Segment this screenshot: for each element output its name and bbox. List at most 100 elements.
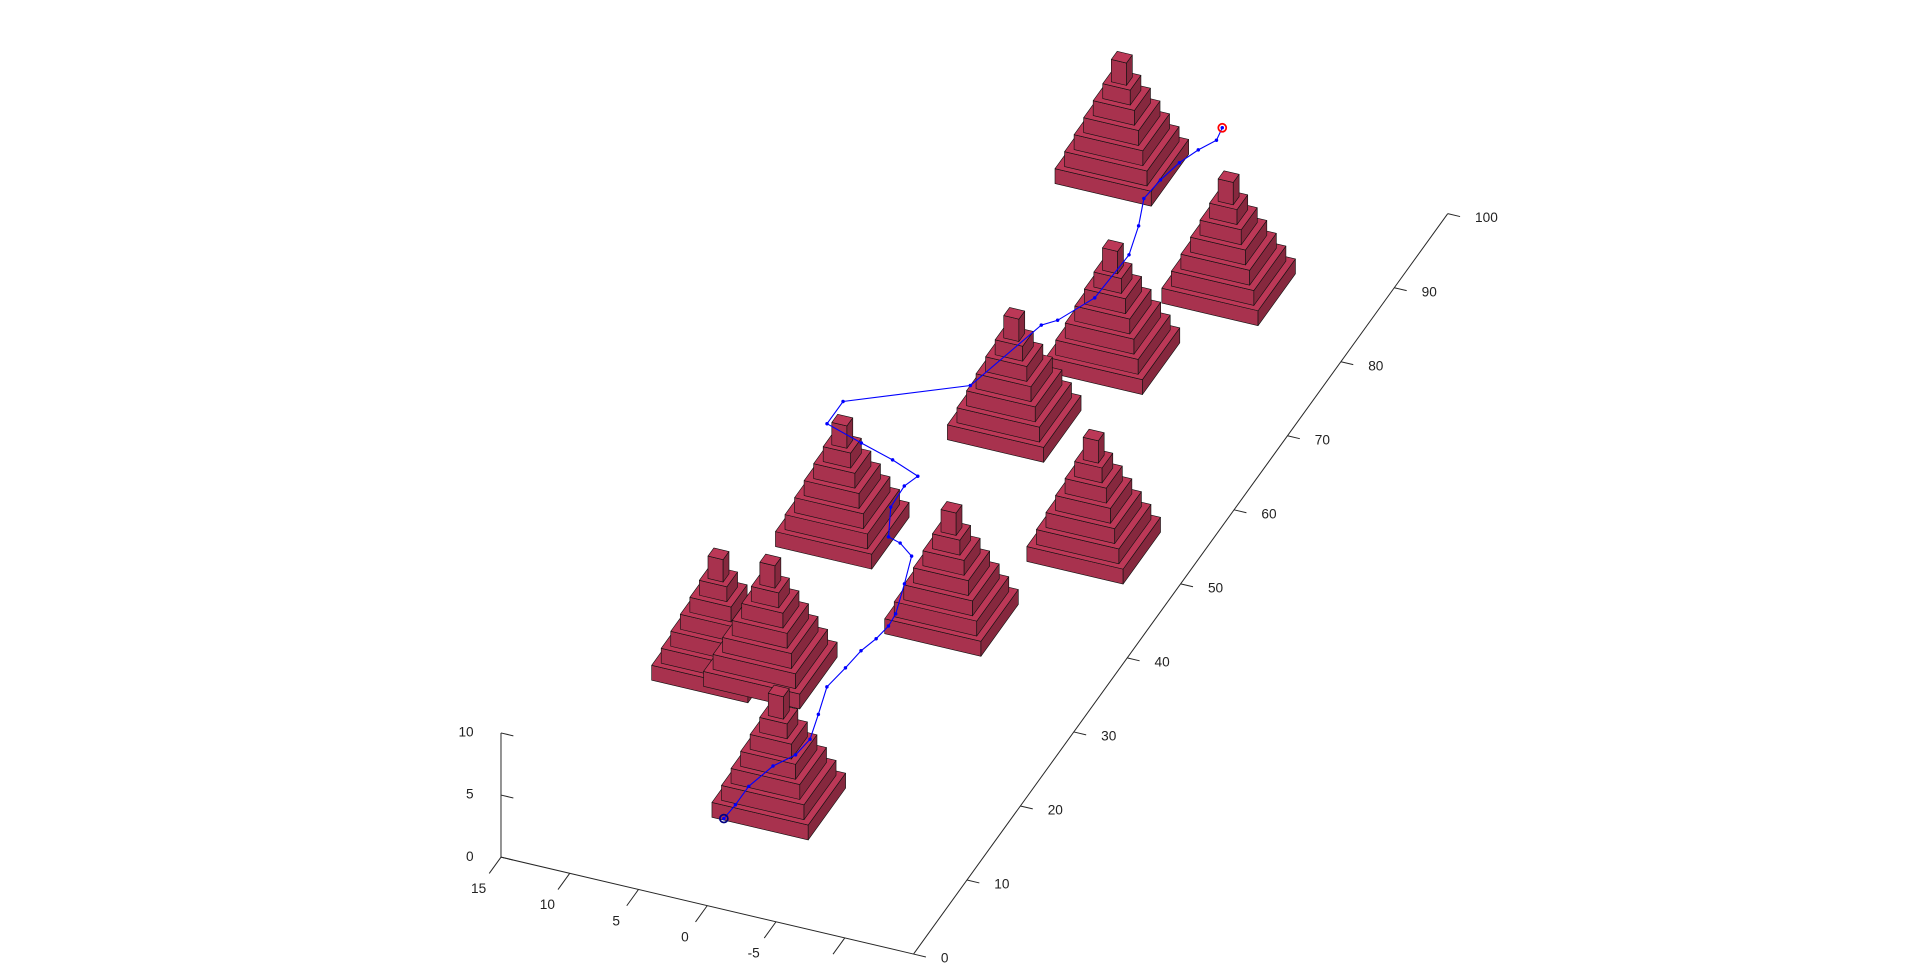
y-tick <box>1340 361 1354 366</box>
y-tick-label: 30 <box>1101 729 1117 744</box>
box-top-face <box>767 684 790 698</box>
box-top-face <box>1111 51 1133 64</box>
path-point <box>893 612 898 616</box>
z-tick-label: 0 <box>466 849 474 864</box>
path-point <box>1093 296 1097 300</box>
y-tick <box>966 879 980 884</box>
path-point <box>1158 178 1163 182</box>
y-tick-label: 90 <box>1422 284 1438 299</box>
path-point <box>1055 318 1060 323</box>
path-point <box>1214 138 1219 143</box>
box-front-face <box>1102 247 1118 275</box>
box-top-face <box>759 553 782 567</box>
path-point <box>898 541 902 545</box>
x-tick-label: 0 <box>681 930 689 945</box>
box-front-face <box>707 555 724 583</box>
path-group <box>719 122 1228 824</box>
y-tick <box>1180 583 1194 588</box>
y-tick <box>1233 509 1247 514</box>
axes: -10 -5 0 5 10 15 0 10 20 30 40 50 60 70 80 90 100 0 5 10 <box>458 210 1498 964</box>
path-point <box>771 764 775 768</box>
box-front-face <box>831 422 848 449</box>
path-point <box>1142 196 1146 201</box>
path-point <box>733 803 738 807</box>
y-tick-label: 80 <box>1368 358 1384 373</box>
z-tick <box>500 794 514 799</box>
path-line <box>723 127 1223 819</box>
path-point <box>1220 126 1225 130</box>
box-front-face <box>1217 178 1234 206</box>
path-point <box>968 383 973 388</box>
path-point <box>859 649 863 653</box>
box-top-face <box>1082 428 1105 442</box>
box-front-face <box>1111 59 1127 86</box>
y-tick-label: 20 <box>1048 803 1064 818</box>
x-tick-label: -5 <box>748 946 761 961</box>
y-tick-label: 40 <box>1155 654 1171 669</box>
box-front-face <box>759 561 776 589</box>
path-point <box>888 505 893 509</box>
x-tick <box>488 856 502 874</box>
path-point <box>886 624 891 628</box>
obstacle <box>947 307 1082 463</box>
y-tick <box>1394 287 1407 292</box>
x-tick-label: 10 <box>540 897 556 912</box>
obstacle <box>1054 51 1189 207</box>
y-tick <box>1020 805 1033 810</box>
y-tick <box>1287 435 1300 440</box>
obstacle <box>775 413 910 570</box>
obstacle <box>703 553 838 710</box>
obstacle <box>1161 170 1296 326</box>
y-tick-label: 50 <box>1208 580 1224 595</box>
path-point <box>1136 224 1141 228</box>
y-tick-label: 0 <box>941 951 949 964</box>
path-point <box>793 753 798 757</box>
path-point <box>916 474 920 478</box>
path-point <box>1127 253 1131 257</box>
start-marker <box>719 813 729 824</box>
box-front-face <box>940 509 957 536</box>
box-top-face <box>1102 239 1124 252</box>
z-tick-label: 5 <box>466 787 474 802</box>
box-front-face <box>767 692 784 720</box>
path-point <box>1039 323 1044 327</box>
obstacle <box>711 684 846 841</box>
x-tick-label: 5 <box>612 913 620 928</box>
path-point <box>816 712 821 717</box>
x-tick <box>763 921 777 939</box>
end-marker <box>1217 122 1228 133</box>
path-point <box>808 737 812 741</box>
box-top-face <box>1217 170 1240 183</box>
path-point <box>859 441 864 445</box>
box-top-face <box>831 413 854 427</box>
x-tick <box>832 937 846 955</box>
path-point <box>1177 160 1182 165</box>
x-tick-label: -10 <box>813 962 833 964</box>
path-point <box>902 484 907 488</box>
box-front-face <box>1082 436 1099 464</box>
obstacle <box>1045 239 1181 395</box>
box-top-face <box>940 501 963 514</box>
path-point <box>841 399 845 404</box>
y-tick <box>913 953 927 958</box>
path-point <box>874 636 878 641</box>
path-point <box>747 784 751 789</box>
box-top-face <box>1003 307 1026 320</box>
path-point <box>722 816 726 821</box>
box-front-face <box>1003 315 1020 342</box>
y-tick <box>1127 657 1140 662</box>
path-point <box>825 685 829 689</box>
box-top-face <box>707 547 730 560</box>
path-point <box>843 666 848 670</box>
path-point <box>825 421 829 426</box>
x-tick <box>557 873 571 890</box>
obstacle <box>1026 428 1161 585</box>
x-tick <box>626 889 639 907</box>
z-tick-label: 10 <box>458 725 474 740</box>
path-point <box>902 582 907 586</box>
y-tick <box>1447 213 1461 218</box>
obstacle <box>884 501 1019 657</box>
path-point <box>909 554 914 558</box>
